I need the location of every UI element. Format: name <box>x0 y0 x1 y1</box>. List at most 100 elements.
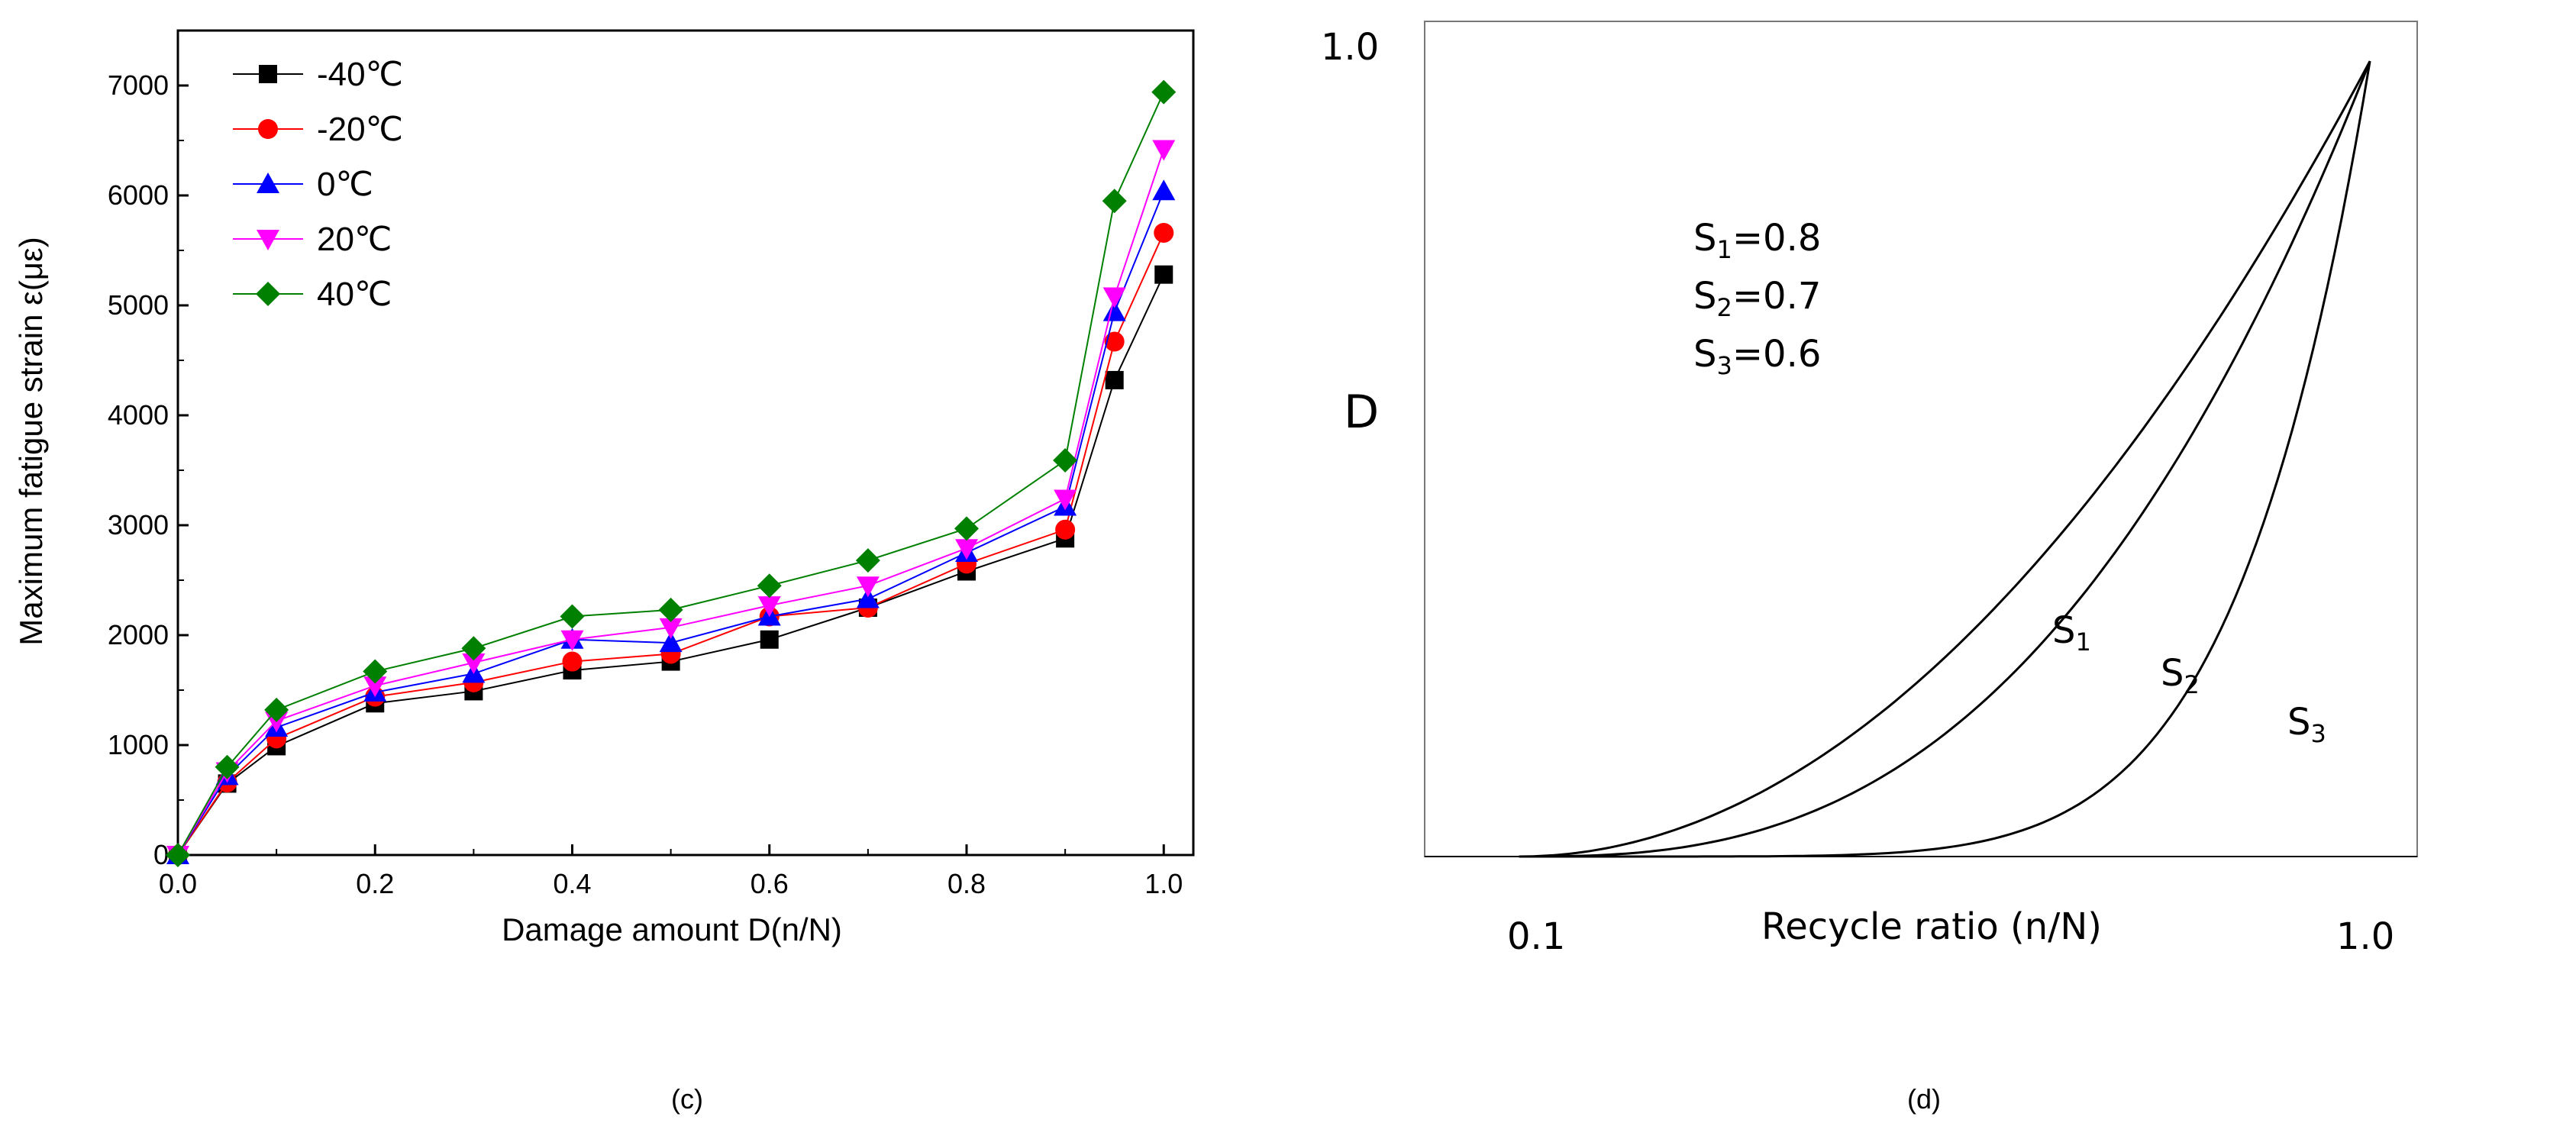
legend-label: 40℃ <box>317 276 392 313</box>
curve-s1 <box>1519 60 2371 858</box>
data-point <box>1151 79 1177 105</box>
series-line <box>177 232 1165 856</box>
data-point <box>560 604 585 629</box>
legend-label: -40℃ <box>317 56 403 93</box>
legend-label: 0℃ <box>317 166 373 203</box>
annotation-s2-symbol: S <box>1693 275 1716 318</box>
data-point <box>1102 300 1126 321</box>
legend-entry-2: -20℃ <box>233 111 403 148</box>
data-point <box>658 597 683 622</box>
panel-c-plot-frame <box>176 29 1195 857</box>
data-point <box>954 516 980 541</box>
panel-c-y-ticks: 0 1000 2000 3000 4000 5000 6000 7000 <box>108 69 189 870</box>
panel-d-caption: (d) <box>1907 1083 1941 1115</box>
panel-d-curve-label-s3: S3 <box>2287 701 2326 748</box>
panel-d-annotation-s3: S3=0.6 <box>1693 333 1821 380</box>
panel-d-y-tick-label-1: 1.0 <box>1321 26 1379 69</box>
curve-label-s2-subscript: 2 <box>2184 670 2199 699</box>
curve-label-s1-symbol: S <box>2052 609 2075 652</box>
panel-d-annotation-s1: S1=0.8 <box>1693 217 1821 264</box>
data-point <box>855 548 880 573</box>
annotation-s2-value: =0.7 <box>1732 275 1822 318</box>
data-point <box>560 630 584 651</box>
legend-label: -20℃ <box>317 111 403 148</box>
legend-marker <box>258 119 278 139</box>
x-tick-label: 0.0 <box>159 868 197 899</box>
y-tick-label: 4000 <box>108 399 169 431</box>
annotation-s1-value: =0.8 <box>1732 217 1822 260</box>
legend-entry-5: 40℃ <box>233 276 392 313</box>
data-point <box>1154 265 1173 284</box>
data-point <box>1053 448 1078 473</box>
panel-d-y-axis-title: D <box>1344 386 1379 439</box>
x-tick-label: 1.0 <box>1144 868 1183 899</box>
data-point <box>1104 331 1125 352</box>
data-point <box>757 573 782 599</box>
data-point <box>363 659 388 684</box>
data-point <box>856 587 880 608</box>
x-tick-label: 0.4 <box>553 868 591 899</box>
data-point <box>757 596 781 618</box>
data-point <box>659 618 683 639</box>
data-point <box>1152 179 1176 201</box>
y-tick-label: 0 <box>153 839 169 870</box>
data-point <box>215 754 240 779</box>
data-point <box>264 697 289 722</box>
panel-d-curve-label-s1: S1 <box>2052 609 2091 657</box>
panel-c-x-axis-title: Damage amount D(n/N) <box>502 912 842 947</box>
data-point <box>1054 489 1077 511</box>
series-line <box>177 274 1165 856</box>
annotation-s3-symbol: S <box>1693 333 1716 376</box>
panel-c-y-axis-title: Maximum fatigue strain ε(με) <box>13 237 49 645</box>
panel-d-curves <box>1519 60 2371 858</box>
data-point <box>562 651 583 672</box>
series-1 <box>169 265 1173 864</box>
panel-d-x-tick-label-start: 0.1 <box>1507 915 1565 958</box>
data-point <box>659 631 683 653</box>
panel-c-legend: -40℃ -20℃ 0℃ 20℃ 40℃ <box>233 56 403 313</box>
legend-marker <box>259 65 277 83</box>
x-tick-label: 0.6 <box>751 868 789 899</box>
legend-entry-1: -40℃ <box>233 56 403 93</box>
curve-s3 <box>1519 60 2371 858</box>
y-tick-label: 7000 <box>108 69 169 101</box>
data-point <box>1154 222 1174 243</box>
annotation-s2-subscript: 2 <box>1716 293 1732 322</box>
legend-label: 20℃ <box>317 221 392 258</box>
y-tick-label: 3000 <box>108 509 169 540</box>
data-point <box>1055 519 1076 540</box>
panel-d-annotation-s2: S2=0.7 <box>1693 275 1821 322</box>
legend-marker <box>256 282 280 306</box>
data-point <box>1105 370 1124 389</box>
panel-d-curve-label-s2: S2 <box>2161 652 2200 699</box>
data-point <box>462 653 486 674</box>
curve-s2 <box>1519 60 2371 858</box>
annotation-s3-value: =0.6 <box>1732 333 1822 376</box>
y-tick-label: 2000 <box>108 619 169 650</box>
x-tick-label: 0.2 <box>356 868 394 899</box>
curve-label-s3-symbol: S <box>2287 701 2310 744</box>
data-point <box>856 576 880 598</box>
panel-c-x-ticks: 0.0 0.2 0.4 0.6 0.8 1.0 <box>159 844 1183 899</box>
y-tick-label: 6000 <box>108 179 169 211</box>
data-point <box>363 676 387 698</box>
panel-d-x-axis-title: Recycle ratio (n/N) <box>1761 905 2102 948</box>
y-tick-label: 1000 <box>108 729 169 760</box>
legend-marker <box>257 173 279 193</box>
panel-c-series <box>166 79 1177 867</box>
curve-label-s3-subscript: 3 <box>2310 719 2326 748</box>
legend-entry-3: 0℃ <box>233 166 373 203</box>
legend-entry-4: 20℃ <box>233 221 392 258</box>
panel-c-caption: (c) <box>671 1083 703 1115</box>
panel-d-chart: 1.0 0.1 1.0 Recycle ratio (n/N) D (d) S1… <box>1321 21 2418 1115</box>
annotation-s1-subscript: 1 <box>1716 235 1732 264</box>
data-point <box>760 630 779 649</box>
x-tick-label: 0.8 <box>947 868 986 899</box>
panel-d-x-tick-label-end: 1.0 <box>2336 915 2394 958</box>
y-tick-label: 5000 <box>108 289 169 321</box>
data-point <box>166 843 190 867</box>
panel-d-plot-frame <box>1424 21 2418 857</box>
curve-label-s1-subscript: 1 <box>2075 628 2090 657</box>
